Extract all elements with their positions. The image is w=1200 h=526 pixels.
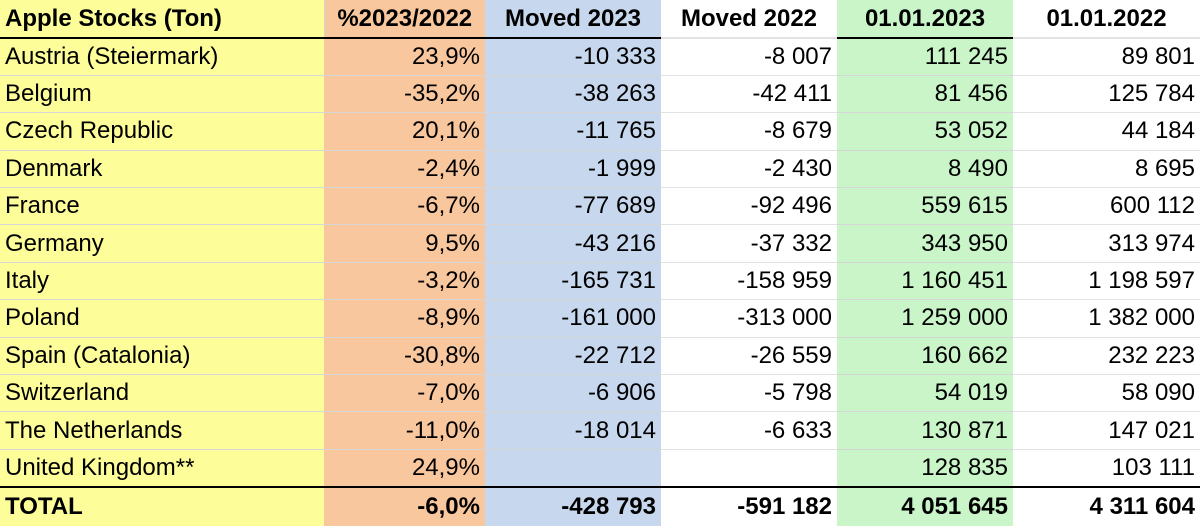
cell-moved-2023[interactable]: -6 906: [485, 374, 661, 413]
header-pct[interactable]: %2023/2022: [324, 0, 485, 39]
cell-pct[interactable]: 23,9%: [324, 38, 485, 76]
cell-country[interactable]: Italy: [0, 262, 324, 301]
table-row: Germany 9,5% -43 216 -37 332 343 950 313 974: [0, 224, 1200, 263]
table-row: Austria (Steiermark) 23,9% -10 333 -8 007 11…: [0, 38, 1200, 76]
cell-stock-2023[interactable]: 4 051 645: [837, 485, 1013, 526]
cell-moved-2023[interactable]: -161 000: [485, 299, 661, 338]
cell-country[interactable]: TOTAL: [0, 485, 324, 526]
table-row: Belgium -35,2% -38 263 -42 411 81 456 125 784: [0, 75, 1200, 114]
cell-moved-2023[interactable]: -1 999: [485, 150, 661, 189]
table-row: Poland -8,9% -161 000 -313 000 1 259 000 1 38…: [0, 299, 1200, 338]
cell-stock-2022[interactable]: 89 801: [1013, 38, 1200, 76]
cell-moved-2023[interactable]: -18 014: [485, 411, 661, 450]
cell-stock-2022[interactable]: 313 974: [1013, 224, 1200, 263]
total-row: TOTAL -6,0% -428 793 -591 182 4 051 645 4 311…: [0, 485, 1200, 526]
cell-stock-2022[interactable]: 1 198 597: [1013, 262, 1200, 301]
cell-stock-2022[interactable]: 4 311 604: [1013, 485, 1200, 526]
cell-stock-2022[interactable]: 1 382 000: [1013, 299, 1200, 338]
table-row: Spain (Catalonia) -30,8% -22 712 -26 559 160…: [0, 337, 1200, 376]
cell-stock-2022[interactable]: 600 112: [1013, 187, 1200, 226]
cell-moved-2022[interactable]: -92 496: [661, 187, 837, 226]
cell-stock-2022[interactable]: 125 784: [1013, 75, 1200, 114]
cell-stock-2023[interactable]: 53 052: [837, 112, 1013, 151]
cell-pct[interactable]: 9,5%: [324, 224, 485, 263]
cell-country[interactable]: Germany: [0, 224, 324, 263]
cell-stock-2023[interactable]: 111 245: [837, 38, 1013, 76]
cell-stock-2022[interactable]: 58 090: [1013, 374, 1200, 413]
cell-moved-2022[interactable]: -37 332: [661, 224, 837, 263]
cell-stock-2022[interactable]: 8 695: [1013, 150, 1200, 189]
cell-stock-2023[interactable]: 81 456: [837, 75, 1013, 114]
cell-country[interactable]: Switzerland: [0, 374, 324, 413]
cell-moved-2022[interactable]: -6 633: [661, 411, 837, 450]
cell-pct[interactable]: -6,7%: [324, 187, 485, 226]
cell-stock-2023[interactable]: 54 019: [837, 374, 1013, 413]
cell-stock-2022[interactable]: 147 021: [1013, 411, 1200, 450]
table-row: United Kingdom** 24,9% 128 835 103 111: [0, 449, 1200, 488]
cell-pct[interactable]: -30,8%: [324, 337, 485, 376]
cell-pct[interactable]: -2,4%: [324, 150, 485, 189]
cell-pct[interactable]: 24,9%: [324, 449, 485, 488]
cell-moved-2023[interactable]: -165 731: [485, 262, 661, 301]
cell-stock-2023[interactable]: 160 662: [837, 337, 1013, 376]
header-stock-2023[interactable]: 01.01.2023: [837, 0, 1013, 39]
header-moved-2023[interactable]: Moved 2023: [485, 0, 661, 39]
cell-stock-2022[interactable]: 232 223: [1013, 337, 1200, 376]
cell-moved-2023[interactable]: -43 216: [485, 224, 661, 263]
cell-moved-2022[interactable]: -591 182: [661, 485, 837, 526]
cell-moved-2022[interactable]: -26 559: [661, 337, 837, 376]
header-stock-2022[interactable]: 01.01.2022: [1013, 0, 1200, 39]
header-moved-2022[interactable]: Moved 2022: [661, 0, 837, 39]
cell-country[interactable]: Belgium: [0, 75, 324, 114]
header-country[interactable]: Apple Stocks (Ton): [0, 0, 325, 39]
cell-stock-2023[interactable]: 1 160 451: [837, 262, 1013, 301]
cell-moved-2023[interactable]: [485, 449, 661, 488]
cell-moved-2023[interactable]: -77 689: [485, 187, 661, 226]
cell-moved-2023[interactable]: -428 793: [485, 485, 661, 526]
cell-moved-2022[interactable]: -2 430: [661, 150, 837, 189]
cell-country[interactable]: The Netherlands: [0, 411, 324, 450]
cell-pct[interactable]: -3,2%: [324, 262, 485, 301]
cell-country[interactable]: Spain (Catalonia): [0, 337, 324, 376]
cell-country[interactable]: Poland: [0, 299, 324, 338]
cell-stock-2022[interactable]: 44 184: [1013, 112, 1200, 151]
cell-moved-2023[interactable]: -10 333: [485, 38, 661, 76]
table-row: France -6,7% -77 689 -92 496 559 615 600 112: [0, 187, 1200, 226]
cell-country[interactable]: Czech Republic: [0, 112, 324, 151]
cell-moved-2022[interactable]: [661, 449, 837, 488]
cell-country[interactable]: United Kingdom**: [0, 449, 324, 488]
header-row: Apple Stocks (Ton) %2023/2022 Moved 2023…: [0, 0, 1200, 39]
cell-moved-2022[interactable]: -42 411: [661, 75, 837, 114]
table-row: Denmark -2,4% -1 999 -2 430 8 490 8 695: [0, 150, 1200, 189]
cell-pct[interactable]: -8,9%: [324, 299, 485, 338]
cell-moved-2022[interactable]: -5 798: [661, 374, 837, 413]
cell-country[interactable]: Austria (Steiermark): [0, 38, 324, 76]
cell-pct[interactable]: -7,0%: [324, 374, 485, 413]
cell-stock-2023[interactable]: 559 615: [837, 187, 1013, 226]
cell-stock-2023[interactable]: 8 490: [837, 150, 1013, 189]
cell-pct[interactable]: -11,0%: [324, 411, 485, 450]
cell-moved-2022[interactable]: -313 000: [661, 299, 837, 338]
cell-pct[interactable]: 20,1%: [324, 112, 485, 151]
cell-moved-2023[interactable]: -22 712: [485, 337, 661, 376]
cell-stock-2022[interactable]: 103 111: [1013, 449, 1200, 488]
table-row: Switzerland -7,0% -6 906 -5 798 54 019 58 090: [0, 374, 1200, 413]
cell-country[interactable]: Denmark: [0, 150, 324, 189]
cell-country[interactable]: France: [0, 187, 324, 226]
cell-stock-2023[interactable]: 343 950: [837, 224, 1013, 263]
cell-moved-2023[interactable]: -11 765: [485, 112, 661, 151]
cell-pct[interactable]: -6,0%: [324, 485, 485, 526]
table-row: Czech Republic 20,1% -11 765 -8 679 53 052 44…: [0, 112, 1200, 151]
cell-stock-2023[interactable]: 1 259 000: [837, 299, 1013, 338]
cell-moved-2022[interactable]: -158 959: [661, 262, 837, 301]
cell-stock-2023[interactable]: 128 835: [837, 449, 1013, 488]
cell-moved-2022[interactable]: -8 007: [661, 38, 837, 76]
cell-moved-2022[interactable]: -8 679: [661, 112, 837, 151]
cell-pct[interactable]: -35,2%: [324, 75, 485, 114]
cell-stock-2023[interactable]: 130 871: [837, 411, 1013, 450]
cell-moved-2023[interactable]: -38 263: [485, 75, 661, 114]
table-row: The Netherlands -11,0% -18 014 -6 633 130 87…: [0, 411, 1200, 450]
table-row: Italy -3,2% -165 731 -158 959 1 160 451 1 198…: [0, 262, 1200, 301]
